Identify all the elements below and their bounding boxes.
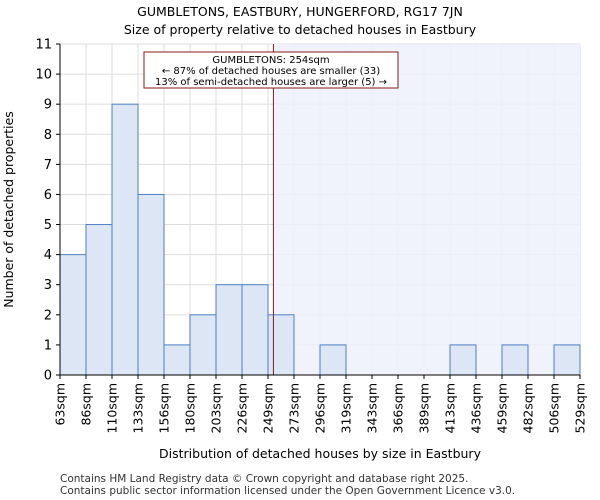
- x-tick-label: 482sqm: [521, 383, 536, 433]
- x-tick-label: 203sqm: [209, 383, 224, 433]
- histogram-bar: [111, 103, 139, 376]
- y-tick-label: 9: [44, 98, 52, 113]
- x-tick-label: 319sqm: [339, 383, 354, 433]
- larger-houses-region: [273, 44, 580, 375]
- x-tick-label: 459sqm: [495, 383, 510, 433]
- histogram-bar: [501, 344, 529, 376]
- x-tick-label: 63sqm: [53, 383, 68, 426]
- y-tick-label: 0: [44, 369, 52, 384]
- x-tick-label: 366sqm: [391, 383, 406, 433]
- footer-line-2: Contains public sector information licen…: [60, 485, 516, 497]
- histogram-bar: [449, 344, 477, 376]
- y-tick-label: 5: [44, 218, 52, 233]
- y-tick-label: 8: [44, 128, 52, 143]
- y-tick-label: 1: [44, 338, 52, 353]
- histogram-bar: [163, 344, 191, 376]
- y-tick-label: 10: [35, 68, 52, 83]
- annotation-line-3: 13% of semi-detached houses are larger (…: [155, 77, 387, 88]
- footer-line-1: Contains HM Land Registry data © Crown c…: [60, 473, 469, 485]
- y-tick-label: 2: [44, 308, 52, 323]
- histogram-bar: [189, 314, 217, 376]
- x-axis-label: Distribution of detached houses by size …: [159, 446, 482, 461]
- x-tick-label: 529sqm: [573, 383, 588, 433]
- y-tick-label: 7: [44, 158, 52, 173]
- x-tick-label: 389sqm: [417, 383, 432, 433]
- y-axis-label: Number of detached properties: [1, 111, 16, 308]
- histogram-bar: [267, 314, 295, 376]
- x-tick-label: 133sqm: [131, 383, 146, 433]
- histogram-bar: [59, 254, 87, 376]
- x-tick-label: 249sqm: [261, 383, 276, 433]
- x-tick-label: 273sqm: [287, 383, 302, 433]
- x-tick-label: 226sqm: [235, 383, 250, 433]
- x-tick-label: 156sqm: [157, 383, 172, 433]
- histogram-bar: [319, 344, 347, 376]
- x-tick-label: 180sqm: [183, 383, 198, 433]
- histogram-bar: [215, 284, 243, 376]
- histogram-bar: [85, 224, 113, 376]
- histogram-bar: [137, 193, 165, 376]
- annotation-line-2: ← 87% of detached houses are smaller (33…: [162, 66, 380, 77]
- y-tick-label: 11: [35, 38, 52, 53]
- histogram-bar: [241, 284, 269, 376]
- x-tick-label: 110sqm: [105, 383, 120, 433]
- x-tick-label: 436sqm: [469, 383, 484, 433]
- annotation-box: GUMBLETONS: 254sqm ← 87% of detached hou…: [143, 51, 399, 89]
- chart-subtitle: Size of property relative to detached ho…: [123, 22, 477, 37]
- chart-title: GUMBLETONS, EASTBURY, HUNGERFORD, RG17 7…: [137, 4, 463, 19]
- x-tick-label: 86sqm: [79, 383, 94, 426]
- x-tick-label: 343sqm: [365, 383, 380, 433]
- x-tick-label: 413sqm: [443, 383, 458, 433]
- y-tick-label: 4: [44, 248, 52, 263]
- x-tick-label: 506sqm: [547, 383, 562, 433]
- annotation-line-1: GUMBLETONS: 254sqm: [212, 55, 329, 66]
- histogram-bar: [553, 344, 581, 376]
- x-tick-label: 296sqm: [313, 383, 328, 433]
- y-tick-label: 3: [44, 278, 52, 293]
- y-tick-label: 6: [44, 188, 52, 203]
